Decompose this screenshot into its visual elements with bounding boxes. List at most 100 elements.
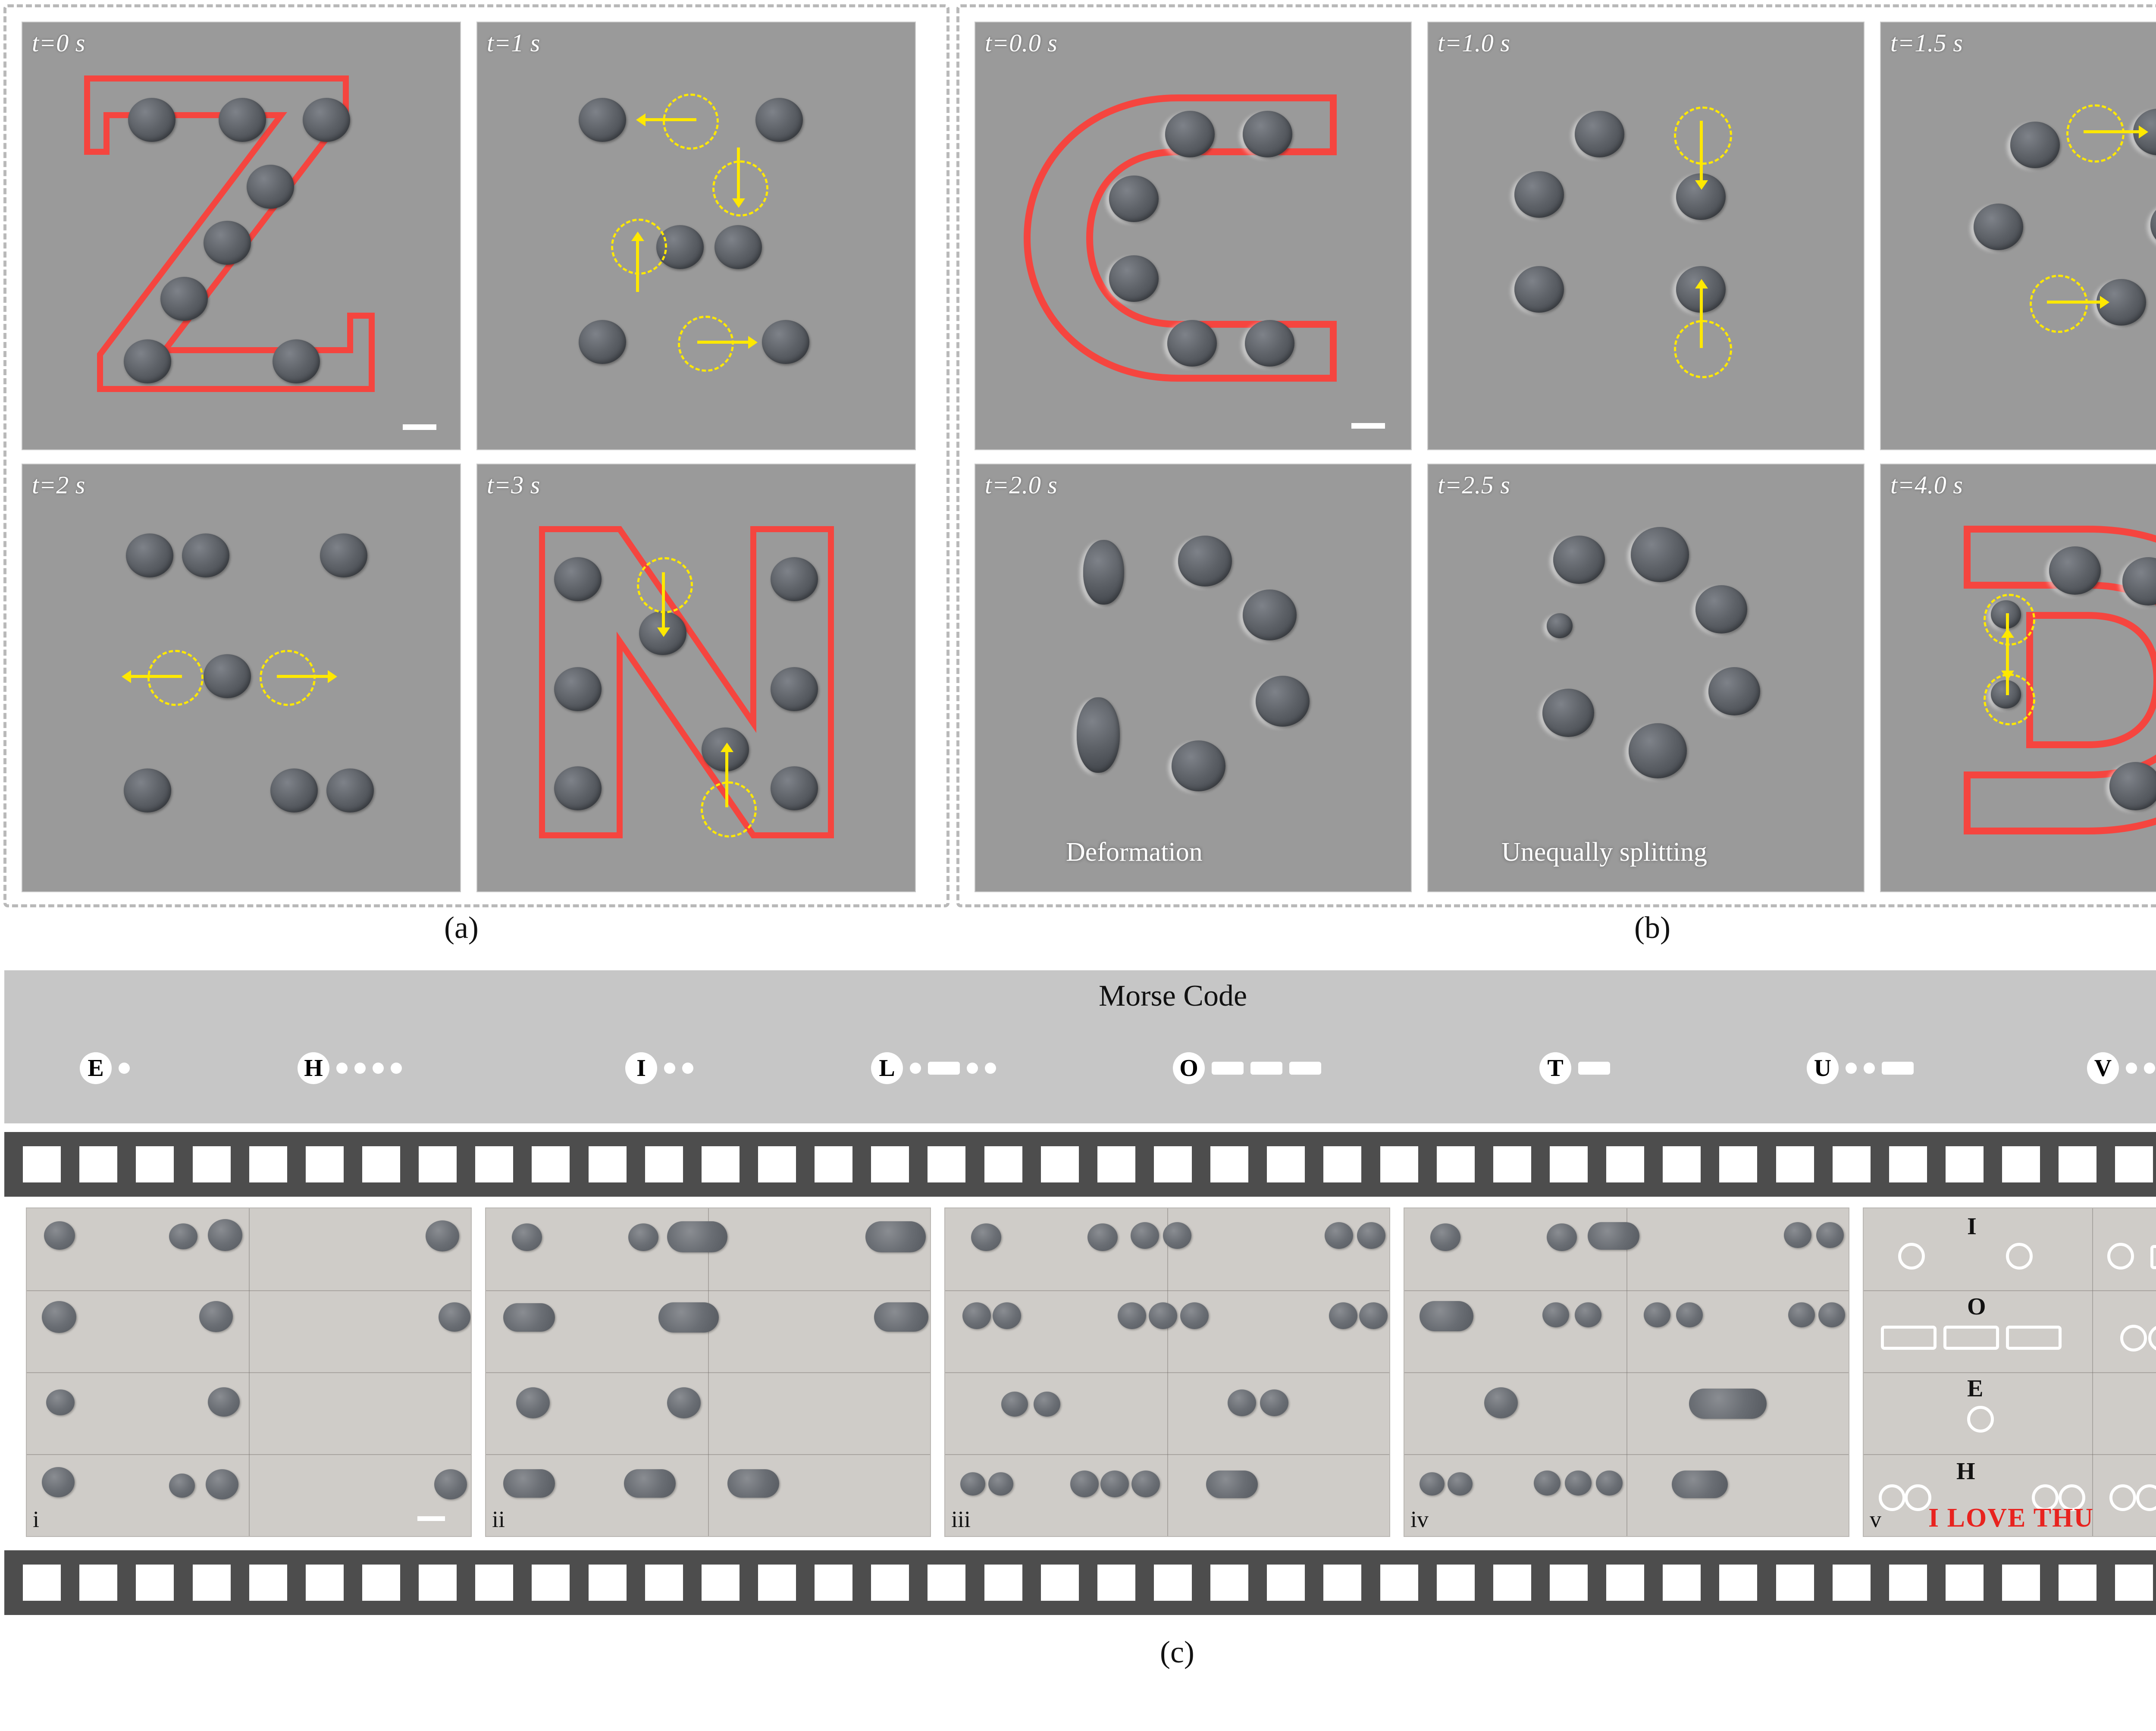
film-perforation [532, 1565, 570, 1601]
annotation-dashed-circle [663, 94, 719, 150]
film-perforation [758, 1565, 796, 1601]
film-perforation [1154, 1146, 1192, 1182]
morse-entry-I: I [625, 1052, 693, 1084]
film-perforation [136, 1146, 174, 1182]
film-perforation [79, 1565, 118, 1601]
film-perforation [1663, 1146, 1701, 1182]
film-perforation [362, 1146, 400, 1182]
film-perforation [249, 1146, 287, 1182]
morse-dot-overlay [2006, 1243, 2033, 1270]
annotation-dashed-circle [678, 316, 734, 372]
annotation-dashed-circle [1984, 674, 2035, 725]
annotation-arrow-up [1695, 279, 1708, 348]
morse-dot-overlay [2032, 1484, 2059, 1511]
film-perforation [1436, 1565, 1475, 1601]
annotation-arrow-left [122, 670, 182, 683]
morse-dash-overlay [2006, 1326, 2062, 1350]
film-perforation [1889, 1146, 1927, 1182]
morse-dot [354, 1063, 366, 1074]
film-perforation [532, 1146, 570, 1182]
panel-a-frame-1: t=0 s [22, 22, 461, 450]
morse-dot-overlay [1905, 1484, 1931, 1511]
film-perforation [815, 1565, 853, 1601]
film-perforation [2115, 1146, 2153, 1182]
film-perforation [79, 1146, 118, 1182]
annotation-arrow-down [732, 147, 745, 208]
timestamp-label: t=1.0 s [1438, 29, 1510, 57]
film-perforation [871, 1146, 909, 1182]
film-perforation [192, 1565, 231, 1601]
panel-a-label: (a) [444, 910, 479, 945]
film-strip-top [4, 1132, 2156, 1197]
film-perforation [1436, 1146, 1475, 1182]
film-perforation [1040, 1146, 1079, 1182]
annotation-dashed-circle [147, 650, 204, 706]
timestamp-label: t=0 s [32, 29, 85, 57]
morse-dot [2126, 1063, 2137, 1074]
morse-dash-overlay [1881, 1326, 1937, 1350]
film-perforation [2059, 1146, 2097, 1182]
film-perforation [2002, 1146, 2040, 1182]
film-perforation [701, 1565, 740, 1601]
morse-dot [119, 1063, 130, 1074]
decoded-message: I LOVE THU [1928, 1503, 2094, 1533]
morse-letter: V [2087, 1052, 2119, 1084]
timestamp-label: t=3 s [487, 471, 540, 499]
morse-dot-overlay [2120, 1325, 2147, 1352]
film-perforation [249, 1565, 287, 1601]
annotation-arrow-down [657, 572, 670, 637]
panel-a-frame-2: t=1 s [476, 22, 916, 450]
film-perforation [1154, 1565, 1192, 1601]
overlay-letter-H: H [1956, 1458, 1975, 1485]
film-perforation [1550, 1565, 1588, 1601]
film-perforation [362, 1565, 400, 1601]
letter-c-outline [1023, 94, 1337, 382]
panel-b-frame-6: t=4.0 s [1880, 464, 2156, 892]
film-perforation [475, 1565, 514, 1601]
morse-dash [1882, 1062, 1914, 1075]
morse-dash [1250, 1062, 1282, 1075]
scale-bar [417, 1516, 445, 1521]
film-perforation [1606, 1146, 1645, 1182]
film-perforation [1040, 1565, 1079, 1601]
film-perforation [23, 1146, 61, 1182]
panel-b-frame-5: t=2.5 s Unequally splitting [1427, 464, 1865, 892]
scale-bar [403, 424, 436, 430]
annotation-arrow-down [1695, 121, 1708, 190]
film-perforation [192, 1146, 231, 1182]
timestamp-label: t=2.5 s [1438, 471, 1510, 499]
film-perforation [2002, 1565, 2040, 1601]
annotation-dashed-circle [712, 160, 768, 216]
film-strip-bottom [4, 1550, 2156, 1615]
film-perforation [871, 1565, 909, 1601]
timestamp-label: t=1 s [487, 29, 540, 57]
annotation-arrow-right [2047, 296, 2109, 309]
morse-code-bar: Morse Code E H I L O [4, 970, 2156, 1123]
morse-letter: L [871, 1052, 903, 1084]
annotation-dashed-circle [2066, 104, 2125, 163]
morse-entry-L: L [871, 1052, 996, 1084]
panel-c-frame-3: iii [944, 1207, 1390, 1537]
annotation-dashed-circle [611, 219, 667, 275]
film-perforation [1323, 1565, 1362, 1601]
annotation-arrow-up [2001, 628, 2014, 695]
morse-code-title: Morse Code [1098, 979, 1247, 1013]
film-perforation [701, 1146, 740, 1182]
annotation-dashed-circle [1674, 320, 1732, 378]
morse-dot [336, 1063, 348, 1074]
film-perforation [984, 1565, 1022, 1601]
letter-d-outline [1964, 526, 2156, 834]
film-perforation [1832, 1146, 1871, 1182]
panel-c-frame-5: I L O V E T H U I LOVE THU v [1863, 1207, 2156, 1537]
panel-b-label: (b) [1634, 910, 1670, 945]
film-perforation [1267, 1146, 1305, 1182]
film-perforation [645, 1565, 683, 1601]
panel-a-frame-3: t=2 s [22, 464, 461, 892]
film-perforation [2059, 1565, 2097, 1601]
morse-dot-overlay [2059, 1484, 2085, 1511]
film-perforation [588, 1146, 627, 1182]
film-perforation [419, 1565, 457, 1601]
film-perforation [1210, 1565, 1249, 1601]
panel-a-frame-4: t=3 s [476, 464, 916, 892]
